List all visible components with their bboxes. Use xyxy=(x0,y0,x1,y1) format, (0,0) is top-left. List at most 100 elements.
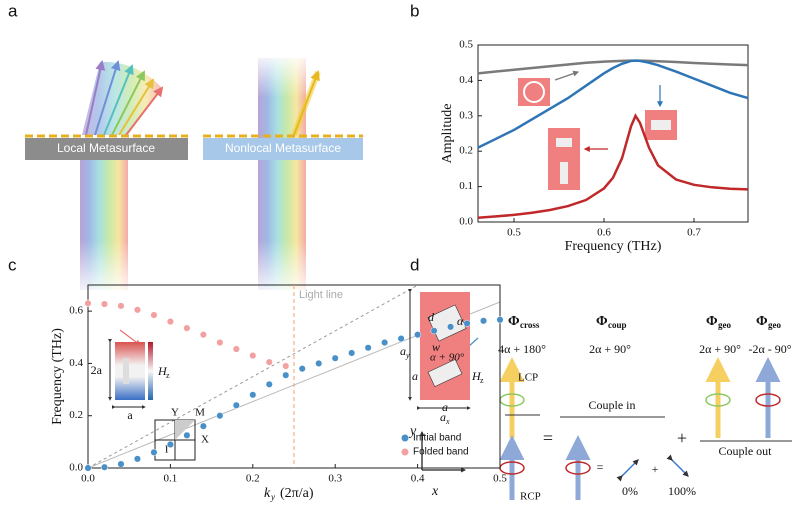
plus: + xyxy=(677,428,687,448)
point xyxy=(183,324,191,332)
phase-expr: -2α - 90° xyxy=(748,342,791,356)
point xyxy=(249,391,257,399)
x-tick-label: 0.7 xyxy=(687,227,701,239)
y-tick-label: 0.3 xyxy=(459,109,473,121)
y-tick-label: 0.5 xyxy=(459,39,473,51)
x-tick-label: 0.6 xyxy=(597,227,611,239)
phase-sub: geo xyxy=(768,320,781,330)
irreducible-zone xyxy=(175,420,195,440)
point xyxy=(381,338,389,347)
x-tick-label: 0.2 xyxy=(246,473,260,485)
legend-marker xyxy=(401,434,409,442)
beam-fade xyxy=(80,240,128,290)
point xyxy=(199,331,207,339)
panel-d xyxy=(408,288,792,500)
point xyxy=(479,317,488,325)
point xyxy=(265,380,273,388)
phase-expr: 2α + 90° xyxy=(589,342,631,356)
point xyxy=(150,311,158,319)
equals: = xyxy=(543,428,553,448)
inset-pointer xyxy=(554,70,580,81)
y-tick-label: 0.1 xyxy=(459,180,473,192)
point xyxy=(463,319,471,327)
zone-label: X xyxy=(201,434,209,446)
x-axis-label: Frequency (THz) xyxy=(565,239,662,254)
y-tick-label: 0.0 xyxy=(69,462,83,474)
point xyxy=(150,448,158,456)
panel-a: Local Metasurface Nonlocal Metasurface xyxy=(25,58,363,290)
phase-expr: 2α + 90° xyxy=(699,342,741,356)
y-tick-label: 0.4 xyxy=(69,357,83,369)
y-tick-label: 0.0 xyxy=(459,216,473,228)
point xyxy=(84,464,92,472)
inset-label: H xyxy=(471,369,482,383)
cell-label: w xyxy=(432,340,440,354)
zone-label: M xyxy=(195,407,205,419)
point xyxy=(133,306,141,314)
inset-bar xyxy=(651,120,671,130)
x-tick-label: 0.1 xyxy=(164,473,178,485)
point xyxy=(100,463,109,471)
point xyxy=(348,349,356,357)
inset-label: z xyxy=(166,371,170,380)
unit-cell xyxy=(420,292,470,400)
y-tick-label: 0.2 xyxy=(69,409,83,421)
cell-label: y xyxy=(405,351,410,360)
panel-label: d xyxy=(410,255,419,274)
zone-label: Y xyxy=(171,407,179,419)
point xyxy=(84,299,92,307)
cell-label: x xyxy=(445,417,450,426)
y-tick-label: 0.2 xyxy=(459,145,473,157)
point xyxy=(282,371,290,379)
x-axis-label: k xyxy=(264,486,271,501)
percent: 100% xyxy=(668,484,696,498)
phase-sub: geo xyxy=(718,320,731,330)
phase-expr: 4α + 180° xyxy=(498,342,546,356)
line-series xyxy=(477,113,749,219)
point xyxy=(331,354,339,362)
field-map xyxy=(115,342,145,400)
point xyxy=(447,323,455,331)
y-tick-label: 0.4 xyxy=(459,74,473,86)
point xyxy=(117,302,125,310)
phase-symbol: Φ xyxy=(756,314,768,329)
point xyxy=(315,359,323,367)
equals-small: = xyxy=(597,460,604,474)
couple-in: Couple in xyxy=(589,398,636,412)
inset-bar xyxy=(560,162,568,184)
local-metasurface xyxy=(25,138,188,160)
point xyxy=(364,344,372,352)
axis-label: x xyxy=(431,484,439,499)
point xyxy=(265,358,273,366)
point xyxy=(183,431,191,439)
legend-marker xyxy=(401,448,409,456)
colorbar xyxy=(148,342,153,400)
x-tick-label: 0.0 xyxy=(81,473,95,485)
pol-arrow xyxy=(616,459,639,482)
rcp-label: RCP xyxy=(520,491,541,503)
phase-sub: coup xyxy=(608,320,627,330)
point xyxy=(166,318,174,326)
x-tick-label: 0.4 xyxy=(411,473,425,485)
x-tick-label: 0.5 xyxy=(507,227,521,239)
point xyxy=(117,460,125,468)
line-series xyxy=(477,59,749,149)
pol-arrow xyxy=(666,454,689,477)
lcp-label: LCP xyxy=(518,372,538,384)
phase-symbol: Φ xyxy=(508,314,520,329)
inset-label: z xyxy=(480,376,484,385)
field-slot xyxy=(123,358,129,384)
vline-label: Light line xyxy=(299,289,343,301)
point xyxy=(282,362,290,370)
bar xyxy=(427,359,463,387)
inset-label: a xyxy=(127,408,133,422)
inset-label: a xyxy=(412,369,418,383)
plus-small: + xyxy=(652,462,659,476)
y-tick-label: 0.6 xyxy=(69,305,83,317)
couple-out: Couple out xyxy=(719,444,773,458)
point xyxy=(430,327,438,335)
legend-label: Folded band xyxy=(413,447,469,458)
point xyxy=(397,335,405,343)
point xyxy=(133,455,141,463)
